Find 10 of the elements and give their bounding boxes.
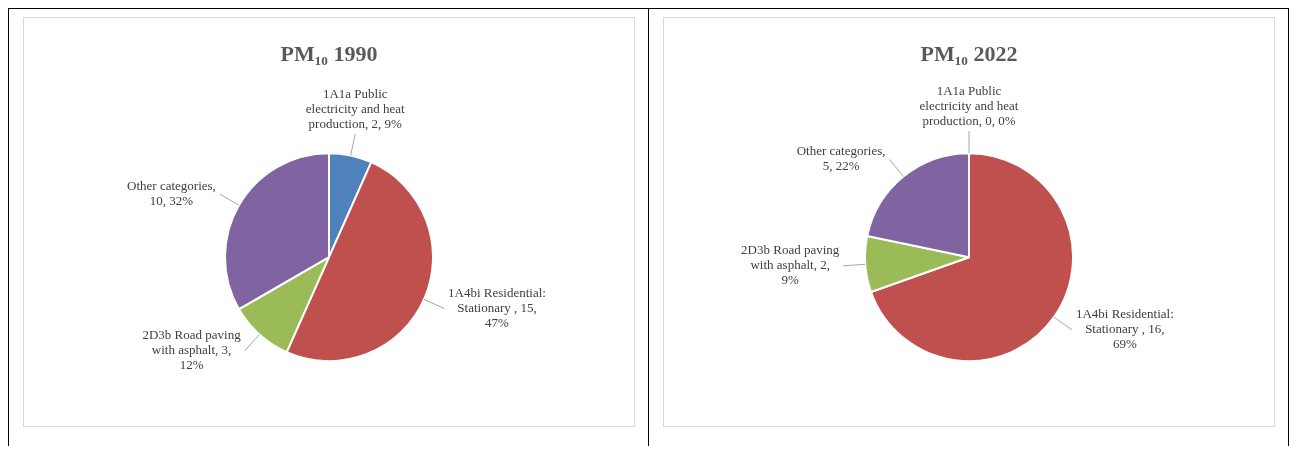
chart-title: PM₁₀ 2022 — [920, 40, 1018, 66]
chart-title: PM₁₀ 1990 — [280, 40, 378, 66]
slice-label: Other categories, 10, 32% — [127, 178, 216, 209]
slice-label: Other categories, 5, 22% — [796, 143, 886, 174]
slice-label: 2D3b Road paving with asphalt, 3, 12% — [142, 327, 242, 373]
slice-label: 1A4bi Residential: Stationary , 16, 69% — [1075, 306, 1174, 352]
slice-label: 1A4bi Residential: Stationary , 15, 47% — [448, 284, 546, 330]
slice-label: 2D3b Road paving with asphalt, 2, 9% — [741, 242, 840, 288]
slice-label: 1A1a Public electricity and heat production, 2, 9% — [305, 85, 406, 131]
category-label: 1A1a Public electricity and heat production, 0, 0% — [919, 83, 1019, 129]
